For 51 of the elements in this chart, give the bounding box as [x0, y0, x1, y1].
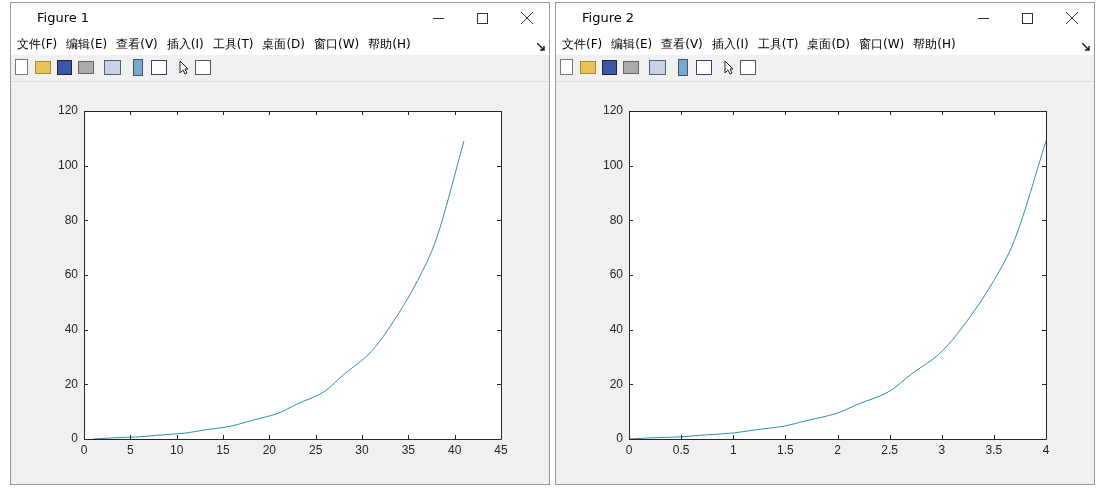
x-tick-label: 10 [169, 442, 184, 457]
line-series [629, 140, 1046, 439]
y-tick-label: 40 [609, 321, 624, 336]
text: 编辑(E) [66, 35, 108, 53]
x-tick-label: 4 [1042, 442, 1050, 457]
y-tick-label: 80 [64, 212, 79, 227]
y-tick-label: 0 [616, 431, 624, 446]
x-tick-label: 0.5 [672, 442, 690, 457]
y-tick-label: 120 [602, 103, 624, 118]
x-tick-label: 20 [262, 442, 277, 457]
x-tick-label: 2.5 [881, 442, 899, 457]
text: 编辑(E) [611, 35, 653, 53]
x-tick-label: 2 [834, 442, 842, 457]
text: 窗口(W) [314, 35, 360, 53]
text: 帮助(H) [913, 35, 956, 53]
y-tick-label: 60 [609, 267, 624, 282]
y-tick-label: 80 [609, 212, 624, 227]
text: 工具(T) [757, 35, 799, 53]
text: 桌面(D) [807, 35, 851, 53]
text: 查看(V) [116, 35, 158, 53]
x-tick-label: 45 [494, 442, 508, 457]
x-tick-label: 15 [216, 442, 230, 457]
x-tick-label: 40 [447, 442, 462, 457]
y-tick-label: 0 [71, 431, 79, 446]
text: 帮助(H) [368, 35, 411, 53]
x-tick-label: 5 [126, 442, 134, 457]
text: 桌面(D) [262, 35, 306, 53]
text: 工具(T) [212, 35, 254, 53]
y-tick-label: 60 [64, 267, 79, 282]
x-tick-label: 30 [355, 442, 369, 457]
chart-title: Figure 2 [582, 10, 635, 25]
line-series [92, 140, 465, 439]
y-tick-label: 40 [64, 321, 79, 336]
y-tick-label: 20 [609, 376, 624, 391]
y-tick-label: 20 [64, 376, 79, 391]
text: 文件(F) [17, 35, 58, 53]
y-tick-label: 100 [57, 157, 79, 172]
y-tick-label: 100 [602, 157, 624, 172]
x-tick-label: 1 [729, 442, 737, 457]
text: 文件(F) [562, 35, 603, 53]
chart-title: Figure 1 [37, 10, 90, 25]
text: 插入(I) [711, 35, 749, 53]
x-tick-label: 3.5 [985, 442, 1003, 457]
text: 插入(I) [166, 35, 204, 53]
text: 窗口(W) [859, 35, 905, 53]
y-tick-label: 120 [57, 103, 79, 118]
x-tick-label: 25 [308, 442, 323, 457]
x-tick-label: 3 [938, 442, 946, 457]
text: 查看(V) [661, 35, 703, 53]
x-tick-label: 35 [401, 442, 416, 457]
x-tick-label: 1.5 [777, 442, 795, 457]
